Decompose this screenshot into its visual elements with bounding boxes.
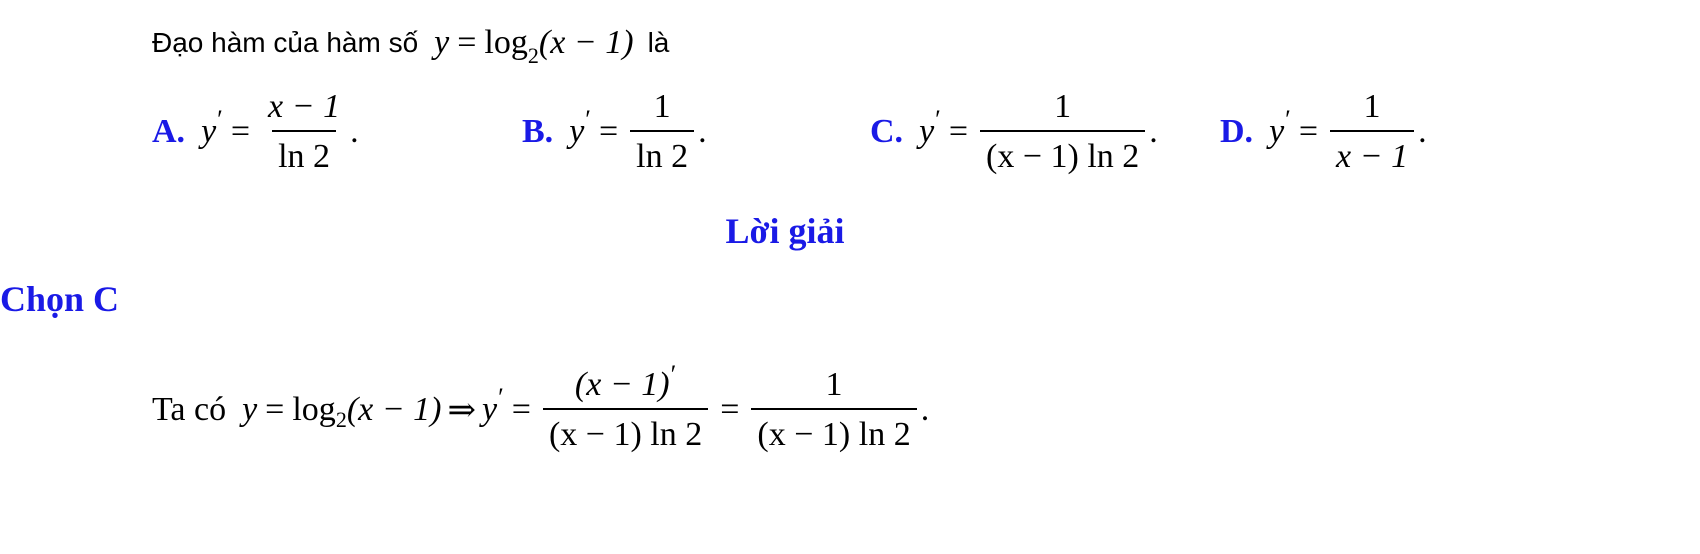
option-b-prime: ′ xyxy=(585,105,591,134)
option-c-numerator: 1 xyxy=(1054,88,1072,125)
question-y: y xyxy=(434,24,450,61)
question-arg: (x − 1) xyxy=(538,24,634,61)
option-d-prime: ′ xyxy=(1285,105,1291,134)
solution-eq-3: = xyxy=(720,391,740,428)
solution-fraction-2-numerator: 1 xyxy=(825,366,843,403)
option-c-denominator: (x − 1) ln 2 xyxy=(980,130,1146,176)
option-b-denominator: ln 2 xyxy=(630,130,695,176)
option-c-lhs: y xyxy=(919,113,935,150)
option-c-formula: y ′ = 1 (x − 1) ln 2 . xyxy=(919,88,1158,176)
option-d-period: . xyxy=(1418,113,1427,150)
option-c-eq: = xyxy=(948,113,969,150)
option-a-prime: ′ xyxy=(217,105,223,134)
solution-fraction-1-numerator-text: (x − 1) xyxy=(574,366,670,403)
solution-fraction-1-numerator: (x − 1)′ xyxy=(569,360,682,408)
question-log-base: 2 xyxy=(527,43,539,68)
option-c[interactable]: C. y ′ = 1 (x − 1) ln 2 . xyxy=(870,88,1158,176)
option-d-denominator: x − 1 xyxy=(1330,130,1415,176)
solution-fraction-1: (x − 1)′ (x − 1) ln 2 xyxy=(542,360,709,454)
option-d-formula: y ′ = 1 x − 1 . xyxy=(1269,88,1427,176)
solution-prime: ′ xyxy=(498,383,504,412)
question-suffix: là xyxy=(647,27,670,58)
solution-fraction-1-prime: ′ xyxy=(670,360,677,389)
option-a-numerator: x − 1 xyxy=(268,88,341,125)
option-a-denominator: ln 2 xyxy=(272,130,337,176)
solution-choice: Chọn C xyxy=(0,279,120,319)
option-b-formula: y ′ = 1 ln 2 . xyxy=(569,88,706,176)
solution-arg: (x − 1) xyxy=(346,391,442,428)
solution-log-base: 2 xyxy=(335,407,347,432)
solution-fraction-2: 1 (x − 1) ln 2 xyxy=(751,366,917,454)
option-b-eq: = xyxy=(598,113,619,150)
solution-heading: Lời giải xyxy=(725,211,845,251)
question-log: log xyxy=(484,24,528,61)
question-line: Đạo hàm của hàm số y = log2(x − 1) là xyxy=(152,24,670,68)
option-a-eq: = xyxy=(230,113,251,150)
option-d-fraction: 1 x − 1 xyxy=(1330,88,1415,176)
question-eq: = xyxy=(457,24,477,61)
option-b-numerator: 1 xyxy=(653,88,671,125)
option-b-fraction: 1 ln 2 xyxy=(630,88,695,176)
solution-intro: Ta có xyxy=(152,391,227,428)
solution-period: . xyxy=(920,391,930,428)
option-c-fraction: 1 (x − 1) ln 2 xyxy=(980,88,1146,176)
solution-derivation: Ta có y = log 2 (x − 1) ⇒ y ′ = (x − 1)′ (x − … xyxy=(152,360,930,454)
option-c-prime: ′ xyxy=(935,105,941,134)
option-c-letter: C. xyxy=(870,113,904,150)
option-a-letter: A. xyxy=(152,113,186,150)
option-a-lhs: y xyxy=(201,113,217,150)
option-d-letter: D. xyxy=(1220,113,1254,150)
option-b-period: . xyxy=(698,113,707,150)
solution-eq-1: = xyxy=(265,391,285,428)
option-a-period: . xyxy=(350,113,359,150)
option-c-period: . xyxy=(1149,113,1158,150)
option-d-eq: = xyxy=(1298,113,1319,150)
option-b-lhs: y xyxy=(569,113,585,150)
option-d[interactable]: D. y ′ = 1 x − 1 . xyxy=(1220,88,1427,176)
solution-y: y xyxy=(242,391,258,428)
option-b-letter: B. xyxy=(522,113,554,150)
option-d-numerator: 1 xyxy=(1363,88,1381,125)
option-a-fraction: x − 1 ln 2 xyxy=(262,88,346,176)
solution-fraction-2-denominator: (x − 1) ln 2 xyxy=(751,408,917,454)
solution-yprime: y xyxy=(482,391,498,428)
question-prefix: Đạo hàm của hàm số xyxy=(152,27,419,58)
option-a-formula: y ′ = x − 1 ln 2 . xyxy=(201,88,359,176)
solution-eq-2: = xyxy=(511,391,531,428)
question-function: y = log2(x − 1) xyxy=(434,24,634,68)
option-a[interactable]: A. y ′ = x − 1 ln 2 . xyxy=(152,88,359,176)
option-b[interactable]: B. y ′ = 1 ln 2 . xyxy=(522,88,707,176)
solution-fraction-1-denominator: (x − 1) ln 2 xyxy=(542,408,709,454)
solution-log: log xyxy=(292,391,336,428)
option-d-lhs: y xyxy=(1269,113,1285,150)
implies-symbol: ⇒ xyxy=(447,392,477,429)
solution-formula: y = log 2 (x − 1) ⇒ y ′ = (x − 1)′ (x − 1) ln … xyxy=(242,360,930,454)
